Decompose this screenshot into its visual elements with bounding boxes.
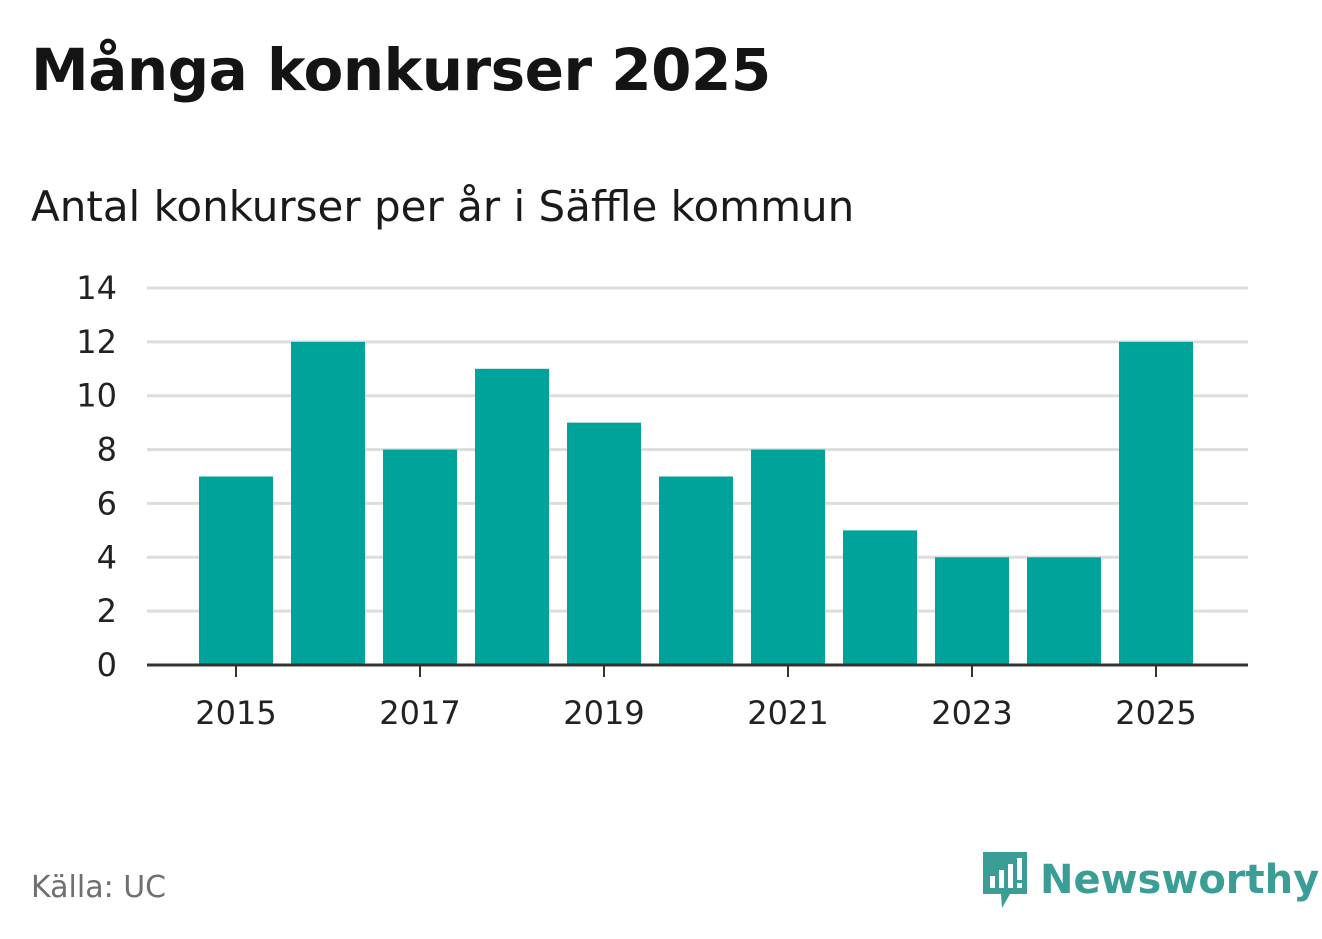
brand-name: Newsworthy <box>1040 857 1320 903</box>
y-tick-label: 4 <box>97 538 117 576</box>
source-note: Källa: UC <box>31 870 167 905</box>
chart-subtitle: Antal konkurser per år i Säffle kommun <box>31 182 855 231</box>
y-tick-label: 6 <box>97 484 117 522</box>
bar-2020 <box>659 476 733 665</box>
bars <box>199 341 1193 665</box>
newsworthy-logo-icon <box>983 852 1027 908</box>
bar-2024 <box>1027 557 1101 665</box>
x-tick-label: 2015 <box>195 694 276 732</box>
bar-2019 <box>567 422 641 665</box>
x-tick-label: 2021 <box>747 694 828 732</box>
y-tick-label: 0 <box>97 646 117 684</box>
bar-2022 <box>843 530 917 665</box>
x-tick-label: 2023 <box>931 694 1012 732</box>
brand-logo: Newsworthy <box>980 850 1319 910</box>
bar-2021 <box>751 449 825 665</box>
bar-2017 <box>383 449 457 665</box>
bar-2015 <box>199 476 273 665</box>
y-axis-ticks: 0 2 4 6 8 10 12 14 <box>76 269 117 684</box>
chart-title: Många konkurser 2025 <box>31 36 771 104</box>
bar-chart: 0 2 4 6 8 10 12 14 2015 2017 2019 2021 2023 2025 <box>76 269 1248 732</box>
y-tick-label: 8 <box>97 431 117 469</box>
x-axis-ticks: 2015 2017 2019 2021 2023 2025 <box>195 665 1197 732</box>
x-tick-label: 2025 <box>1115 694 1196 732</box>
bar-2023 <box>935 557 1009 665</box>
y-tick-label: 2 <box>97 592 117 630</box>
bar-2016 <box>291 341 365 665</box>
y-tick-label: 14 <box>76 269 117 307</box>
x-tick-label: 2017 <box>379 694 460 732</box>
y-tick-label: 10 <box>76 377 117 415</box>
y-tick-label: 12 <box>76 323 117 361</box>
bar-2025 <box>1119 341 1193 665</box>
x-tick-label: 2019 <box>563 694 644 732</box>
bar-2018 <box>475 368 549 665</box>
